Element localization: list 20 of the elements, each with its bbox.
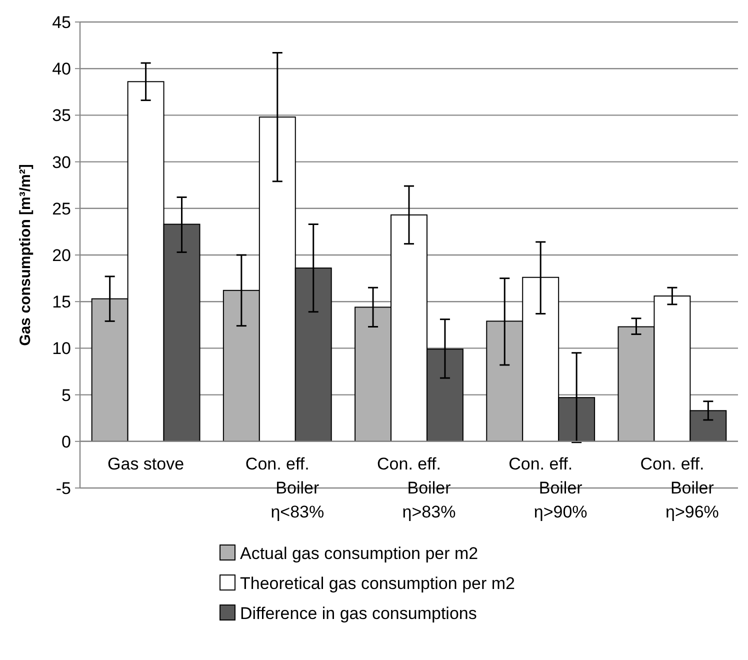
y-tick-label: -5 — [56, 478, 71, 498]
y-tick-label: 30 — [52, 152, 71, 172]
y-tick-label: 35 — [52, 106, 71, 126]
x-tick-label: Con. eff. Boiler η<83% — [245, 454, 324, 522]
legend-label: Actual gas consumption per m2 — [240, 544, 478, 563]
legend-label: Difference in gas consumptions — [240, 604, 477, 623]
y-tick-label: 0 — [62, 432, 71, 452]
y-tick-label: 40 — [52, 60, 71, 79]
y-tick-label: 25 — [52, 199, 71, 218]
y-tick-label: 15 — [52, 292, 71, 312]
x-tick-label: Con. eff. Boiler η>83% — [377, 454, 456, 522]
x-tick-label: Con. eff. Boiler η>96% — [640, 454, 719, 522]
x-tick-label: Con. eff. Boiler η>90% — [508, 454, 588, 522]
y-axis-title: Gas consumption [m³/m²] — [17, 164, 34, 346]
y-tick-label: 45 — [52, 12, 71, 32]
y-tick-label: 20 — [52, 246, 71, 265]
y-tick-label: 10 — [52, 339, 71, 358]
legend-label: Theoretical gas consumption per m2 — [240, 574, 515, 593]
y-tick-label: 5 — [62, 386, 71, 405]
x-tick-label: Gas stove — [108, 454, 184, 474]
